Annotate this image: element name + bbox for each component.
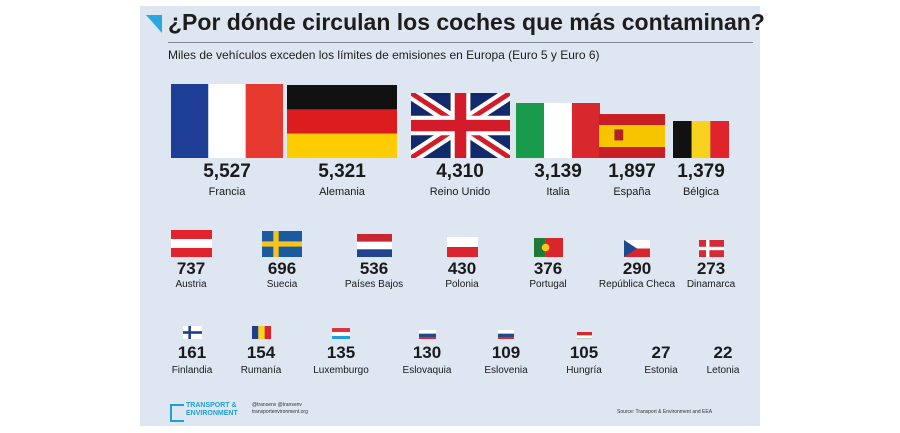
infographic-panel: ¿Por dónde circulan los coches que más c… bbox=[140, 6, 765, 426]
title-divider bbox=[168, 42, 753, 43]
value-label-letonia: 22 bbox=[713, 343, 733, 362]
flag-republica-checa bbox=[624, 240, 650, 257]
flag-francia bbox=[171, 84, 283, 158]
country-label-letonia: Letonia bbox=[706, 365, 740, 376]
country-label-espana: España bbox=[613, 186, 651, 198]
title-marker-icon bbox=[146, 15, 162, 33]
value-label-reino-unido: 4,310 bbox=[436, 161, 484, 182]
flag-hungria bbox=[576, 329, 592, 339]
value-label-hungria: 105 bbox=[569, 343, 599, 362]
te-logo-icon bbox=[170, 404, 184, 422]
chart-subtitle: Miles de vehículos exceden los límites d… bbox=[168, 48, 600, 62]
value-label-francia: 5,527 bbox=[203, 161, 251, 182]
flag-luxemburgo bbox=[332, 327, 350, 339]
country-label-austria: Austria bbox=[175, 279, 207, 290]
value-label-rumania: 154 bbox=[246, 343, 276, 362]
flag-espana bbox=[599, 114, 665, 158]
country-label-finlandia: Finlandia bbox=[171, 365, 213, 376]
flag-eslovaquia bbox=[418, 328, 436, 339]
footer-brand: TRANSPORT & ENVIRONMENT bbox=[186, 402, 238, 418]
flag-rumania bbox=[251, 326, 271, 339]
source-note: Source: Transport & Environment and EEA bbox=[617, 409, 713, 415]
flag-estonia bbox=[657, 334, 665, 339]
value-label-espana: 1,897 bbox=[608, 161, 656, 182]
value-label-republica-checa: 290 bbox=[622, 259, 652, 278]
country-label-francia: Francia bbox=[208, 186, 246, 198]
country-label-paises-bajos: Países Bajos bbox=[344, 279, 404, 290]
country-label-suecia: Suecia bbox=[266, 279, 298, 290]
value-label-luxemburgo: 135 bbox=[326, 343, 356, 362]
country-label-alemania: Alemania bbox=[319, 186, 365, 198]
country-label-belgica: Bélgica bbox=[682, 186, 720, 198]
value-label-suecia: 696 bbox=[267, 259, 297, 278]
country-label-hungria: Hungría bbox=[566, 365, 602, 376]
country-label-luxemburgo: Luxemburgo bbox=[313, 365, 369, 376]
flag-eslovenia bbox=[498, 328, 514, 339]
country-label-eslovaquia: Eslovaquia bbox=[402, 365, 452, 376]
value-label-polonia: 430 bbox=[447, 259, 477, 278]
flag-dinamarca bbox=[698, 240, 724, 257]
flag-paises-bajos bbox=[356, 234, 392, 257]
value-label-dinamarca: 273 bbox=[696, 259, 726, 278]
footer-brand-line1: TRANSPORT & bbox=[186, 402, 237, 409]
footer-social: @transenv @transenv transportenvironment… bbox=[252, 402, 308, 416]
value-label-portugal: 376 bbox=[533, 259, 563, 278]
country-label-estonia: Estonia bbox=[644, 365, 678, 376]
flag-reino-unido bbox=[410, 93, 510, 158]
value-label-austria: 737 bbox=[176, 259, 206, 278]
value-label-eslovaquia: 130 bbox=[412, 343, 442, 362]
flag-austria bbox=[170, 230, 212, 257]
country-label-portugal: Portugal bbox=[529, 279, 567, 290]
country-label-rumania: Rumanía bbox=[240, 365, 282, 376]
country-label-republica-checa: República Checa bbox=[598, 279, 676, 290]
country-label-italia: Italia bbox=[546, 186, 570, 198]
value-label-italia: 3,139 bbox=[534, 161, 582, 182]
flag-letonia bbox=[720, 334, 727, 339]
footer-social-handles: @transenv @transenv bbox=[252, 402, 302, 408]
flag-alemania bbox=[287, 85, 397, 158]
country-label-eslovenia: Eslovenia bbox=[484, 365, 528, 376]
footer-brand-line2: ENVIRONMENT bbox=[186, 410, 238, 417]
flag-suecia bbox=[262, 231, 302, 257]
country-label-polonia: Polonia bbox=[445, 279, 479, 290]
country-label-reino-unido: Reino Unido bbox=[429, 186, 491, 198]
flag-belgica bbox=[673, 121, 729, 158]
flag-finlandia bbox=[182, 326, 202, 339]
value-label-finlandia: 161 bbox=[177, 343, 207, 362]
flag-portugal bbox=[533, 238, 563, 257]
flag-italia bbox=[516, 103, 600, 158]
value-label-alemania: 5,321 bbox=[318, 161, 366, 182]
value-label-eslovenia: 109 bbox=[491, 343, 521, 362]
value-label-paises-bajos: 536 bbox=[359, 259, 389, 278]
country-label-dinamarca: Dinamarca bbox=[686, 279, 736, 290]
flag-polonia bbox=[446, 237, 478, 257]
value-label-belgica: 1,379 bbox=[677, 161, 725, 182]
chart-title: ¿Por dónde circulan los coches que más c… bbox=[168, 9, 765, 35]
footer-website: transportenvironment.org bbox=[252, 409, 308, 415]
value-label-estonia: 27 bbox=[651, 343, 671, 362]
